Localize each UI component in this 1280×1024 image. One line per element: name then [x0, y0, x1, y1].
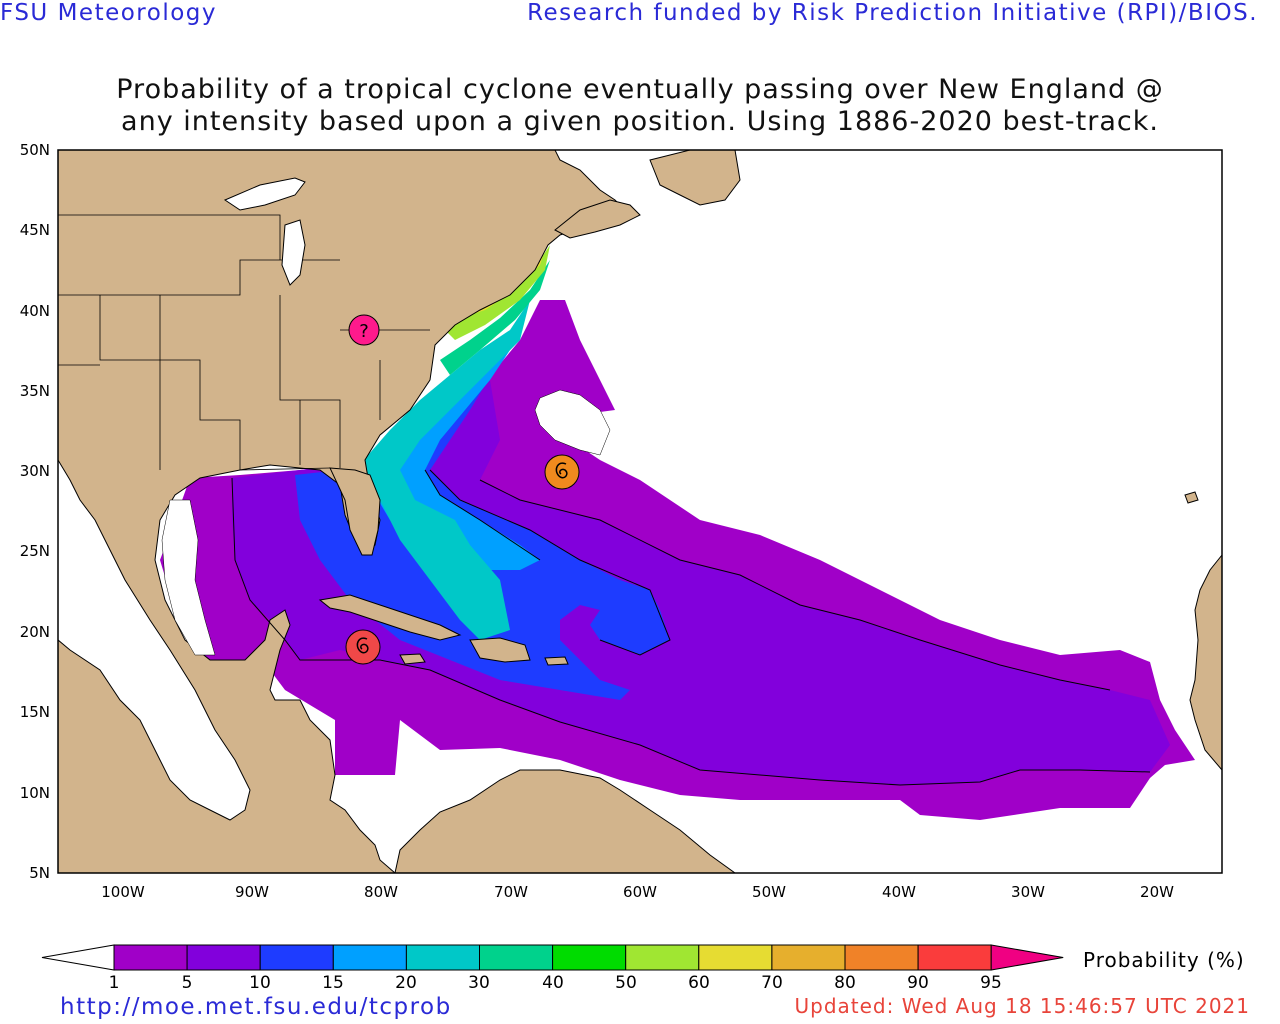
contour-line	[424, 469, 541, 561]
borders	[58, 214, 430, 471]
lon-label: 50W	[752, 883, 786, 901]
jamaica-land	[399, 653, 426, 665]
lon-label: 100W	[101, 883, 145, 901]
colorbar-segment	[186, 944, 261, 971]
lat-label: 45N	[19, 221, 50, 239]
lat-label: 5N	[29, 864, 50, 882]
colorbar-label: 15	[322, 973, 344, 993]
gulf-clear-area	[161, 499, 216, 656]
map-title-line-1: Probability of a tropical cyclone eventu…	[116, 74, 1164, 105]
colorbar-label: 60	[688, 973, 710, 993]
lon-label: 40W	[882, 883, 916, 901]
colorbar-segment	[479, 944, 554, 971]
hurricane-symbol-caribbean	[345, 629, 381, 665]
footer-url-link[interactable]: http://moe.met.fsu.edu/tcprob	[60, 994, 452, 1020]
south-america-land	[394, 769, 737, 874]
colorbar-segment	[405, 944, 480, 971]
land	[57, 149, 1223, 874]
prob-30-40	[440, 260, 550, 375]
florida-land	[329, 467, 381, 556]
colorbar-segment	[917, 944, 992, 971]
hurricane-swirl	[356, 637, 369, 654]
puerto-rico-land	[544, 656, 569, 666]
border-line	[239, 467, 331, 471]
colorbar-segment	[552, 944, 627, 971]
colorbar-segment	[844, 944, 919, 971]
lon-label: 90W	[235, 883, 269, 901]
colorbar-label: 80	[834, 973, 856, 993]
border-line	[58, 214, 281, 260]
colorbar-label: 40	[542, 973, 564, 993]
lon-label: 70W	[494, 883, 528, 901]
nova-scotia-land	[554, 199, 641, 239]
prob-5-10	[232, 380, 1170, 785]
lat-label: 15N	[19, 703, 50, 721]
prob-20-30	[362, 300, 530, 640]
colorbar	[41, 944, 1064, 971]
lat-label: 30N	[19, 462, 50, 480]
colorbar-label: 20	[395, 973, 417, 993]
lat-label: 10N	[19, 784, 50, 802]
colorbar-label: 95	[980, 973, 1002, 993]
lake-superior	[223, 177, 306, 211]
hurricane-icon	[544, 454, 580, 490]
north-america-land	[57, 149, 631, 874]
bermuda-clear-area	[534, 389, 611, 456]
colorbar-arrow-left	[41, 944, 115, 971]
colorbar-segment	[625, 944, 700, 971]
colorbar-label: 90	[907, 973, 929, 993]
lon-label: 20W	[1140, 883, 1174, 901]
lat-label: 40N	[19, 302, 50, 320]
colorbar-label: 70	[761, 973, 783, 993]
colorbar-segment	[259, 944, 334, 971]
disturbance-glyph: ?	[359, 321, 369, 342]
hurricane-swirl	[555, 462, 568, 479]
disturbance-symbol-ohio: ?	[348, 314, 380, 346]
contour-line	[429, 469, 671, 656]
great-lakes	[223, 177, 306, 286]
colorbar-label: 10	[249, 973, 271, 993]
lat-label: 25N	[19, 542, 50, 560]
lat-label: 35N	[19, 382, 50, 400]
cape-verde-land	[1184, 491, 1199, 504]
question-mark-icon	[348, 314, 380, 346]
colorbar-segment	[332, 944, 407, 971]
contour-line	[231, 477, 1151, 786]
contour-line	[479, 479, 1111, 691]
colorbar-title: Probability (%)	[1083, 948, 1245, 972]
header-right: Research funded by Risk Prediction Initi…	[527, 0, 1258, 26]
colorbar-label: 1	[108, 973, 120, 993]
lat-label: 50N	[19, 141, 50, 159]
colorbar-segment	[698, 944, 773, 971]
prob-40-60	[445, 245, 550, 340]
border-line	[279, 295, 341, 468]
lon-label: 60W	[623, 883, 657, 901]
hurricane-symbol-atlantic	[544, 454, 580, 490]
cuba-land	[318, 594, 462, 641]
footer-updated-timestamp: Updated: Wed Aug 18 15:46:57 UTC 2021	[794, 994, 1250, 1018]
colorbar-segment	[113, 944, 188, 971]
map-title-line-2: any intensity based upon a given positio…	[121, 106, 1159, 137]
header-left: FSU Meteorology	[0, 0, 218, 26]
africa-land	[1189, 553, 1223, 772]
hispaniola-land	[469, 637, 531, 663]
colorbar-segment	[771, 944, 846, 971]
lake-michigan	[281, 219, 306, 286]
border-line	[99, 295, 241, 470]
colorbar-label: 5	[181, 973, 193, 993]
map-border	[57, 149, 1223, 874]
contours	[231, 469, 1151, 786]
hurricane-icon	[345, 629, 381, 665]
lon-label: 80W	[364, 883, 398, 901]
lon-label: 30W	[1011, 883, 1045, 901]
colorbar-label: 50	[615, 973, 637, 993]
colorbar-label: 30	[468, 973, 490, 993]
lat-label: 20N	[19, 623, 50, 641]
colorbar-arrow-right	[990, 944, 1064, 971]
